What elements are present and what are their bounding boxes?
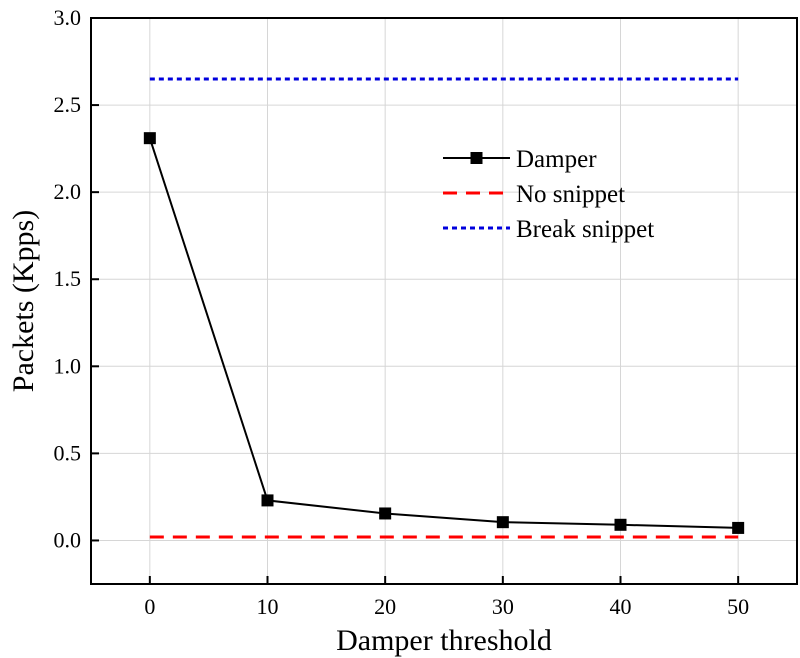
y-axis-title: Packets (Kpps) [7, 210, 40, 392]
data-point-damper [379, 507, 392, 520]
x-tick-label: 40 [610, 594, 632, 619]
data-point-damper [732, 521, 745, 534]
data-point-damper [496, 516, 509, 529]
data-point-damper [614, 518, 627, 531]
y-tick-label: 0.5 [54, 440, 82, 465]
series-layer [143, 77, 745, 539]
data-point-damper [261, 494, 274, 507]
y-tick-label: 1.0 [54, 353, 82, 378]
x-tick-label: 0 [144, 594, 155, 619]
data-point-damper [143, 132, 156, 145]
legend-label-break-snippet: Break snippet [516, 216, 654, 243]
plot-frame [90, 17, 798, 585]
legend-label-no-snippet: No snippet [516, 181, 625, 208]
x-axis-title: Damper threshold [336, 624, 552, 657]
x-tick-label: 20 [374, 594, 396, 619]
legend-label-damper: Damper [516, 146, 597, 173]
y-tick-label: 2.5 [54, 92, 82, 117]
axis-ticks: 0 10 20 30 40 50 0.0 0.5 1.0 1.5 2.0 2.5 3.0 [54, 5, 750, 619]
x-tick-label: 30 [492, 594, 514, 619]
legend: Damper No snippet Break snippet [443, 146, 654, 243]
x-tick-label: 10 [257, 594, 279, 619]
y-tick-label: 1.5 [54, 266, 82, 291]
series-line-damper [148, 137, 739, 529]
y-tick-label: 3.0 [54, 5, 82, 30]
y-tick-label: 2.0 [54, 179, 82, 204]
y-tick-label: 0.0 [54, 527, 82, 552]
legend-marker-damper [470, 152, 483, 164]
x-tick-label: 50 [727, 594, 749, 619]
grid [91, 17, 797, 584]
